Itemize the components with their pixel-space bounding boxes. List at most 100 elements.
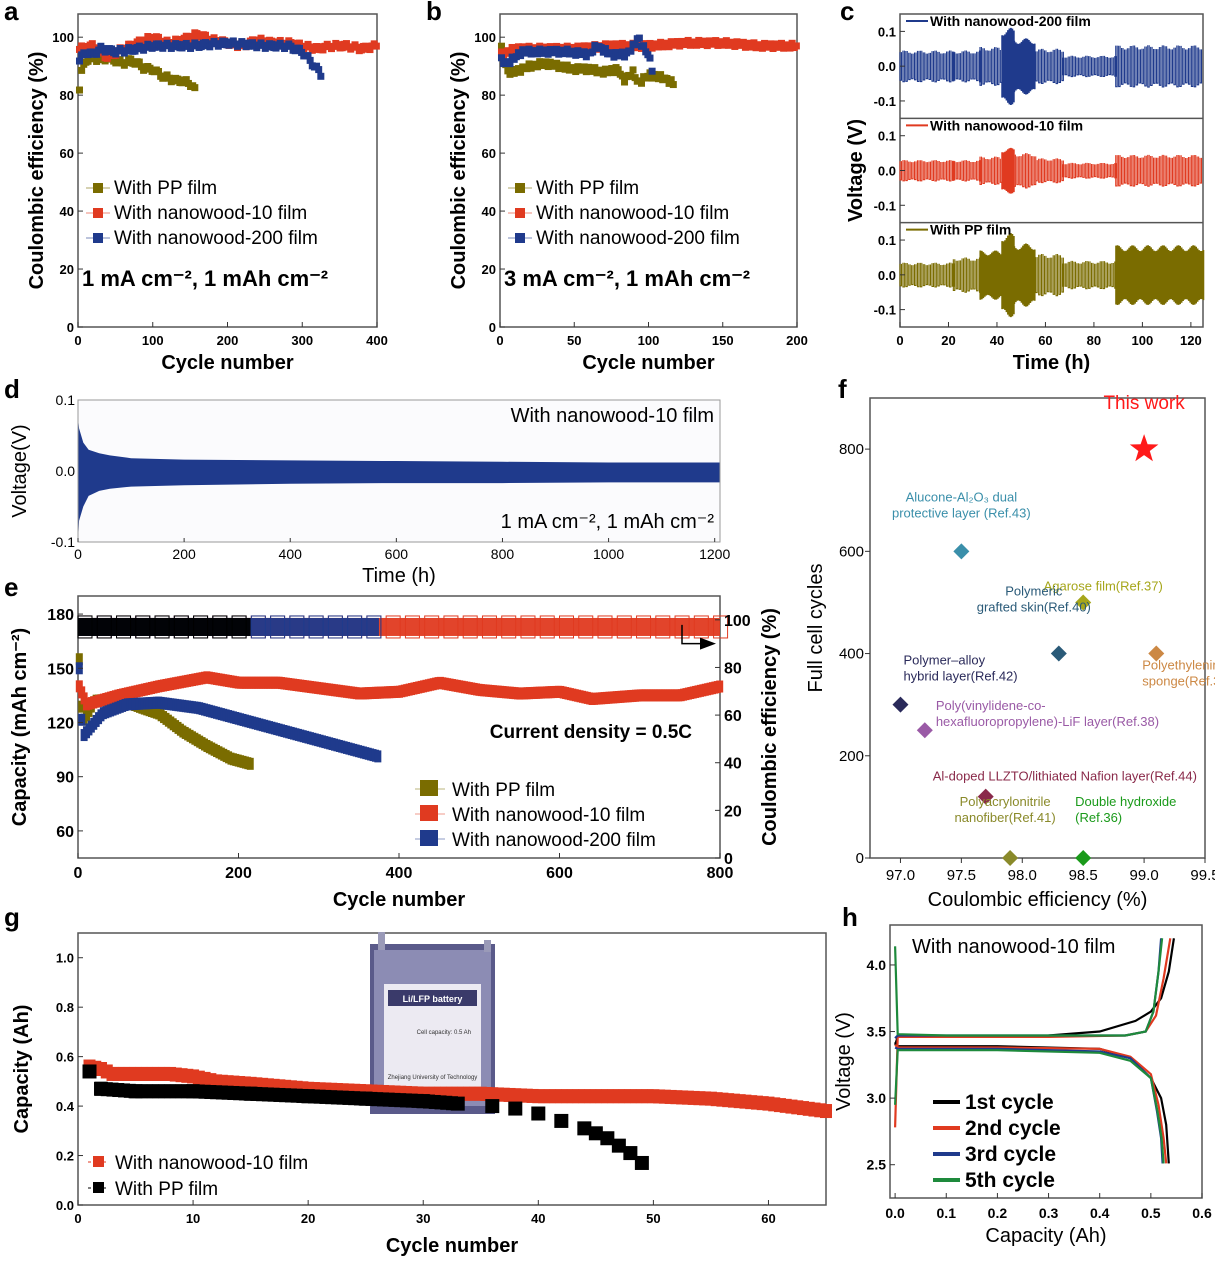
ce-marker-nw200 (250, 615, 266, 639)
data-marker-nw10 (610, 44, 618, 52)
data-marker-nw10 (319, 46, 327, 54)
point-label: Polyethylenimine (1142, 658, 1215, 673)
y-tick-label: 40 (482, 204, 496, 219)
x-tick-label: 100 (142, 333, 164, 348)
data-marker-nw200 (99, 45, 107, 53)
y-tick-label-right: 0 (724, 851, 733, 868)
data-marker-nw10 (767, 40, 775, 48)
data-marker-nw200 (621, 53, 629, 61)
x-tick-label: 1000 (593, 546, 624, 562)
data-marker-nw10 (741, 43, 749, 51)
data-marker-nw10 (654, 43, 662, 51)
data-marker-nw10 (665, 43, 673, 51)
data-marker-nw10 (788, 39, 796, 47)
data-marker-pp (610, 69, 618, 77)
y-tick-label: 0 (856, 850, 864, 867)
data-marker-nw10 (729, 38, 737, 46)
data-marker-nw200 (306, 56, 314, 64)
data-marker-nw10 (792, 42, 800, 50)
data-marker-pp (599, 70, 607, 78)
data-marker-nw200 (616, 52, 624, 60)
data-marker-nw10 (657, 38, 665, 46)
panel-label-g: g (4, 902, 20, 932)
y-tick-label: 600 (839, 543, 864, 560)
data-marker-nw10 (357, 46, 365, 54)
panel-label-d: d (4, 374, 20, 404)
panel-b: 0 50 100 150 200 0 20 40 60 80 100 Cycle number Coul… (448, 13, 808, 374)
point-label: hybrid layer(Ref.42) (903, 669, 1017, 684)
data-marker-nw200 (599, 48, 607, 56)
data-marker-nw200 (597, 44, 605, 52)
ce-marker-nw10 (655, 615, 671, 639)
data-marker-nw10 (758, 44, 766, 52)
data-marker-nw200 (635, 34, 643, 42)
reference-diamond-marker (1002, 850, 1019, 866)
y-axis-label: Capacity (mAh cm⁻²) (9, 628, 31, 826)
panel-a: 0 100 200 300 400 0 20 40 60 80 100 Cycle number Cou… (26, 13, 388, 374)
data-marker-nw200 (197, 43, 205, 51)
data-marker-nw10 (684, 36, 692, 44)
data-marker-pp (527, 64, 535, 72)
reference-diamond-marker (1075, 594, 1092, 611)
data-marker-nw200 (627, 47, 635, 55)
reference-diamond-marker (916, 722, 933, 739)
data-marker-pp (669, 81, 677, 89)
data-marker-nw10 (693, 41, 701, 49)
y-axis-label: Voltage (V) (845, 119, 867, 222)
ce-marker-nw10 (443, 615, 459, 639)
legend-label: 1st cycle (965, 1091, 1054, 1114)
y-tick-label: 3.5 (867, 1024, 887, 1040)
x-tick-label: 97.5 (947, 867, 976, 884)
legend-marker (420, 830, 438, 846)
data-marker-nw10 (608, 40, 616, 48)
x-tick-label: 0 (896, 333, 903, 348)
charge-curve-green (894, 938, 1164, 1037)
data-marker-nw10 (648, 44, 656, 52)
legend-marker (93, 183, 103, 193)
x-tick-label: 600 (385, 546, 409, 562)
x-tick-label: 1200 (699, 546, 730, 562)
data-marker-nw200 (512, 53, 520, 61)
data-marker-nw10 (731, 42, 739, 50)
data-marker-nw10 (646, 39, 654, 47)
y-tick-label: 60 (482, 146, 496, 161)
ce-marker-nw10 (578, 615, 594, 639)
point-label: Polymer–alloy (903, 653, 985, 668)
legend-label: 2nd cycle (965, 1117, 1061, 1140)
capacity-marker-pp (611, 1138, 626, 1153)
y-tick-label: 0.0 (56, 463, 76, 479)
data-marker-nw200 (108, 45, 116, 53)
battery-label-banner (388, 990, 477, 1006)
ce-marker-nw200 (270, 615, 286, 639)
y-tick-label: 120 (47, 715, 74, 732)
x-axis-label: Cycle number (582, 352, 714, 374)
data-marker-pp (618, 72, 626, 80)
ce-marker-black (154, 615, 170, 639)
x-tick-label: 40 (990, 333, 1004, 348)
reference-diamond-marker (1050, 645, 1067, 662)
data-marker-pp (555, 65, 563, 73)
x-tick-label: 80 (1087, 333, 1101, 348)
data-marker-pp (523, 65, 531, 73)
point-label: grafted skin(Ref.40) (977, 600, 1091, 615)
y-tick-label: -0.1 (874, 303, 896, 318)
point-label: Double hydroxide (1075, 794, 1176, 809)
x-tick-label: 800 (491, 546, 515, 562)
x-tick-label: 0 (74, 546, 82, 562)
panel-g: Li/LFP battery Cell capacity: 0.5 Ah Zheji… (11, 932, 832, 1257)
legend-label: With PP film (452, 780, 555, 801)
y-tick-label: 80 (60, 88, 74, 103)
point-label: This work (1103, 393, 1185, 414)
x-tick-label: 0.5 (1141, 1205, 1161, 1221)
x-axis-label: Time (h) (1013, 352, 1090, 374)
data-marker-pp (570, 64, 578, 72)
point-label: Polyacrylonitrile (960, 794, 1051, 809)
legend-marker (93, 208, 103, 218)
legend-marker (515, 233, 525, 243)
x-tick-label: 60 (1038, 333, 1052, 348)
legend-label: 5th cycle (965, 1169, 1055, 1192)
panel-e: 0 200 400 600 800 60 90 120 150 180 0 20 40 60 80 100 Cy… (9, 595, 781, 911)
battery-capacity-text: Cell capacity: 0.5 Ah (417, 1030, 471, 1036)
data-marker-nw200 (525, 45, 533, 53)
y-tick-label: 20 (60, 262, 74, 277)
